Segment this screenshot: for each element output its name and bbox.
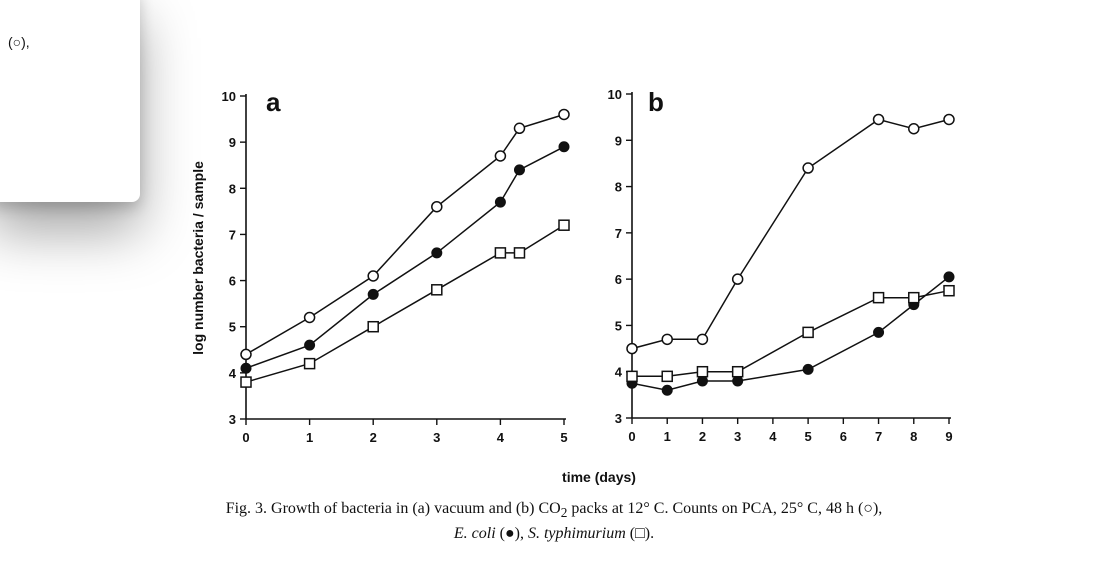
x-tick-label: 6 [840,429,847,444]
x-tick-label: 1 [306,430,313,445]
x-tick-label: 4 [497,430,505,445]
caption-line-2: E. coli (●), S. typhimurium (□). [0,523,1108,544]
x-axis-title: time (days) [562,469,636,485]
data-point-open-square [802,326,814,339]
panel-b-label: b [648,87,664,117]
figure-caption: Fig. 3. Growth of bacteria in (a) vacuum… [0,498,1108,544]
data-point-filled-circle [513,164,525,176]
data-point-open-square [872,291,885,304]
caption-line-1: Fig. 3. Growth of bacteria in (a) vacuum… [0,498,1108,523]
overlay-card: (○), [0,0,140,202]
data-point-open-circle [943,113,955,126]
x-tick-label: 5 [804,429,811,444]
data-point-open-square [240,376,252,388]
x-tick-label: 0 [628,429,635,444]
data-point-open-circle [513,122,526,135]
data-point-filled-circle [558,141,570,153]
data-point-open-square [558,219,570,231]
y-tick-label: 7 [615,226,622,241]
y-tick-label: 9 [229,135,236,150]
data-point-open-square [696,365,709,378]
y-tick-label: 4 [229,366,237,381]
x-tick-label: 7 [875,429,882,444]
data-point-filled-circle [696,375,708,387]
data-point-open-square [626,370,638,383]
data-point-open-square [303,357,316,370]
y-tick-label: 10 [222,89,236,104]
caption-ecoli: E. coli [453,525,496,543]
caption-subscript: 2 [560,505,568,521]
y-tick-label: 8 [229,181,236,196]
series-line-open-circle [631,118,950,350]
x-tick-label: 2 [370,430,377,445]
data-point-open-circle [661,333,673,346]
caption-text-2: (●), [495,525,528,543]
caption-styphimurium: S. typhimurium [527,525,626,543]
data-point-open-circle [558,108,570,121]
data-point-filled-circle [873,326,885,338]
x-tick-label: 0 [242,430,249,445]
y-tick-label: 3 [229,412,236,427]
data-point-open-circle [872,113,885,126]
data-point-filled-circle [732,375,744,387]
data-point-filled-circle [304,339,316,351]
data-point-open-circle [303,311,316,324]
y-tick-label: 5 [615,318,622,333]
y-tick-label: 8 [615,180,622,195]
data-point-open-square [661,370,673,383]
data-point-open-square [513,247,526,259]
data-point-open-square [731,365,744,378]
data-point-filled-circle [240,362,252,374]
data-point-open-circle [367,270,379,282]
caption-text-1b: packs at 12° C. Counts on PCA, 25° C, 48… [567,500,883,517]
data-point-filled-circle [494,196,506,208]
data-point-filled-circle [943,271,955,283]
data-point-filled-circle [802,363,814,375]
data-point-open-square [431,284,443,296]
y-tick-label: 5 [229,320,236,335]
x-tick-label: 8 [910,429,917,444]
data-point-filled-circle [431,247,443,259]
data-point-filled-circle [367,288,379,300]
series-line-open-circle [245,113,565,356]
y-tick-label: 6 [615,272,622,287]
data-point-open-circle [626,342,638,355]
data-point-open-square [367,320,379,333]
x-tick-label: 9 [945,429,952,444]
y-tick-label: 4 [615,365,623,380]
panel-b-chart: b 3 4 5 6 7 8 9 10 0 1 2 3 4 5 6 7 8 9 [608,87,955,444]
data-point-open-circle [731,273,744,285]
x-tick-label: 1 [664,429,671,444]
y-axis-title: log number bacteria / sample [190,161,206,355]
data-point-open-circle [696,333,709,346]
data-point-open-square [494,247,507,259]
y-tick-label: 6 [229,274,236,289]
data-point-open-square [943,284,955,297]
data-point-open-circle [494,150,507,162]
overlay-text: (○), [8,34,30,50]
series-line-open-square [632,289,950,378]
caption-text-1a: Fig. 3. Growth of bacteria in (a) vacuum… [225,500,561,517]
y-tick-label: 7 [229,227,236,242]
x-tick-label: 2 [699,429,706,444]
data-point-filled-circle [661,384,673,396]
panel-a-chart: a log number bacteria / sample 345678910… [190,87,570,445]
data-point-open-circle [431,200,443,213]
data-point-open-square [908,291,920,304]
caption-text-3: (□). [625,525,655,543]
series-line-filled-circle [631,276,950,391]
figure: a log number bacteria / sample 345678910… [190,87,955,485]
x-tick-label: 3 [734,429,741,444]
data-point-open-circle [240,348,252,361]
x-tick-label: 3 [433,430,440,445]
y-tick-label: 3 [615,411,622,426]
data-point-open-circle [908,122,920,135]
data-point-open-circle [802,162,814,174]
y-tick-label: 10 [608,87,622,102]
x-tick-label: 5 [560,430,567,445]
panel-a-label: a [266,87,281,117]
y-tick-label: 9 [615,133,622,148]
x-tick-label: 4 [769,429,777,444]
